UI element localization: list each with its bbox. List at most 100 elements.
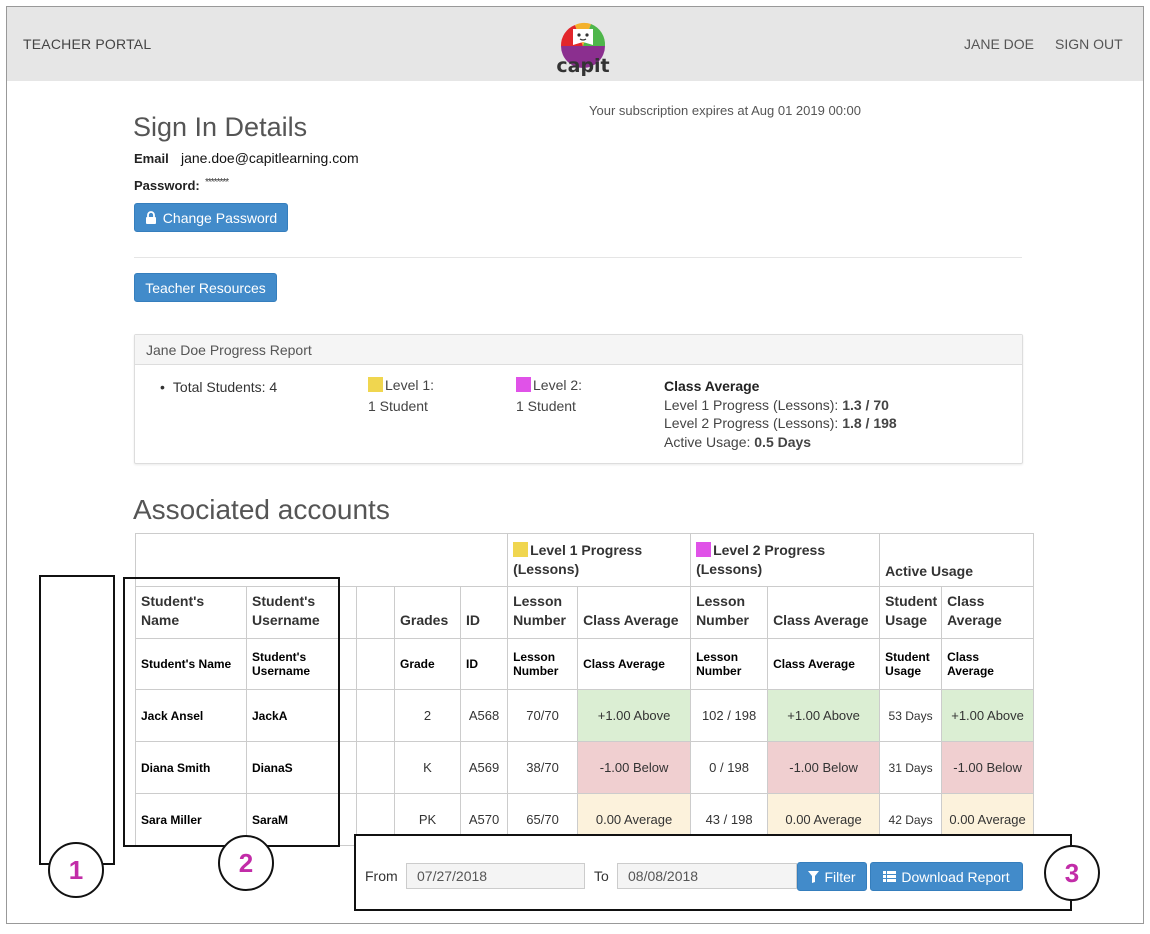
subcolumn-header: Class Average [577,638,692,690]
id-cell: A569 [459,741,509,794]
change-password-button[interactable]: Change Password [134,203,288,232]
l2-lesson-cell: 0 / 198 [690,741,769,794]
grade-cell: K [394,741,461,794]
brand-title[interactable]: TEACHER PORTAL [23,36,152,52]
annotation-marker-3: 3 [1044,845,1100,901]
filter-button[interactable]: Filter [797,862,867,891]
email-label: Email [134,151,169,166]
l2-lesson-cell: 102 / 198 [690,689,769,742]
l1-progress-label: Level 1 Progress (Lessons): [664,397,839,413]
download-report-button[interactable]: Download Report [870,862,1023,891]
level1-header-line1: Level 1 Progress [530,542,643,558]
active-usage-group-header: Active Usage [879,533,1035,587]
associated-accounts-title: Associated accounts [133,494,390,525]
lock-icon [145,211,156,224]
column-header[interactable]: Class Average [577,586,692,639]
usage-value: 0.5 Days [754,434,812,450]
level2-header-line2: (Lessons) [696,561,763,577]
class-average-title: Class Average [664,378,760,394]
column-header[interactable]: Class Average [941,586,1035,639]
to-label: To [594,868,609,884]
usage-label: Active Usage: [664,434,751,450]
level1-swatch-icon [368,377,383,392]
level2-summary: Level 2: [516,377,582,393]
level1-count: 1 Student [368,398,428,414]
usage-average-cell: -1.00 Below [941,741,1035,794]
top-navbar: TEACHER PORTAL JANE DOE SIGN OUT capit [7,7,1143,81]
from-label: From [365,868,398,884]
subcolumn-header: Class Average [767,638,881,690]
subcolumn-header: Student Usage [879,638,943,690]
annotation-marker-2: 2 [218,835,274,891]
column-header[interactable]: Student's Name [135,586,247,639]
level2-group-header: Level 2 Progress (Lessons) [690,533,881,587]
teacher-resources-button[interactable]: Teacher Resources [134,273,277,302]
annotation-marker-1: 1 [48,842,104,898]
column-header[interactable]: Student Usage [879,586,943,639]
annotation-box-1 [39,575,115,865]
divider [134,257,1022,258]
filter-icon [808,870,820,883]
progress-report-panel: Jane Doe Progress Report [134,334,1023,464]
l2-progress-label: Level 2 Progress (Lessons): [664,415,839,431]
usage-cell: 31 Days [879,741,943,794]
subcolumn-header: Class Average [941,638,1035,690]
level1-label: Level 1: [385,377,435,393]
table-subheader-row: Student's Name Student's Username Grade … [135,638,1035,690]
subscription-expiry: Your subscription expires at Aug 01 2019… [589,103,861,118]
student-name: Jack Ansel [135,689,247,742]
column-header[interactable]: Grades [394,586,461,639]
student-name: Sara Miller [135,793,247,846]
subcolumn-header: Lesson Number [507,638,579,690]
column-header[interactable]: Class Average [767,586,881,639]
subcolumn-header [356,638,395,690]
column-header[interactable]: Lesson Number [690,586,769,639]
nav-sign-out[interactable]: SIGN OUT [1055,36,1123,52]
bullet-icon: • [160,379,165,395]
column-header [356,586,395,639]
level1-summary: Level 1: [368,377,434,393]
l1-average-cell: -1.00 Below [577,741,692,794]
progress-report-title: Jane Doe Progress Report [135,335,1022,365]
column-header[interactable]: ID [459,586,509,639]
logo-text: capit [556,55,609,77]
total-students-text: Total Students: 4 [172,379,278,395]
l2-progress-value: 1.8 / 198 [842,415,897,431]
signin-title: Sign In Details [133,112,308,142]
subcolumn-header: Grade [394,638,461,690]
annotation-box-2 [123,577,340,847]
password-label: Password: [134,178,200,193]
l1-lesson-cell: 38/70 [507,741,579,794]
level1-group-header: Level 1 Progress (Lessons) [507,533,692,587]
l2-average-cell: -1.00 Below [767,741,881,794]
empty-cell [356,741,395,794]
grade-cell: 2 [394,689,461,742]
usage-line: Active Usage: 0.5 Days [664,434,811,450]
level1-header-line2: (Lessons) [513,561,580,577]
capit-logo[interactable]: capit [555,12,611,78]
from-date-input[interactable] [406,863,585,889]
password-value: ******** [205,177,229,188]
l1-average-cell: +1.00 Above [577,689,692,742]
usage-cell: 53 Days [879,689,943,742]
usage-average-cell: +1.00 Above [941,689,1035,742]
change-password-label: Change Password [162,209,278,226]
l1-lesson-cell: 70/70 [507,689,579,742]
level1-header-swatch-icon [513,542,529,557]
to-date-input[interactable] [617,863,797,889]
l1-progress-line: Level 1 Progress (Lessons): 1.3 / 70 [664,397,889,413]
download-report-label: Download Report [901,868,1010,885]
subcolumn-header: ID [459,638,509,690]
level2-swatch-icon [516,377,531,392]
email-value: jane.doe@capitlearning.com [181,150,359,166]
level2-header-swatch-icon [696,542,712,557]
nav-user-name[interactable]: JANE DOE [964,36,1035,52]
l2-progress-line: Level 2 Progress (Lessons): 1.8 / 198 [664,415,897,431]
column-header[interactable]: Lesson Number [507,586,579,639]
teacher-resources-label: Teacher Resources [145,279,266,296]
total-students: • Total Students: 4 [160,379,277,395]
level2-label: Level 2: [533,377,583,393]
l2-average-cell: +1.00 Above [767,689,881,742]
level2-count: 1 Student [516,398,576,414]
accounts-table: Level 1 Progress (Lessons) Level 2 Progre… [134,533,1035,846]
